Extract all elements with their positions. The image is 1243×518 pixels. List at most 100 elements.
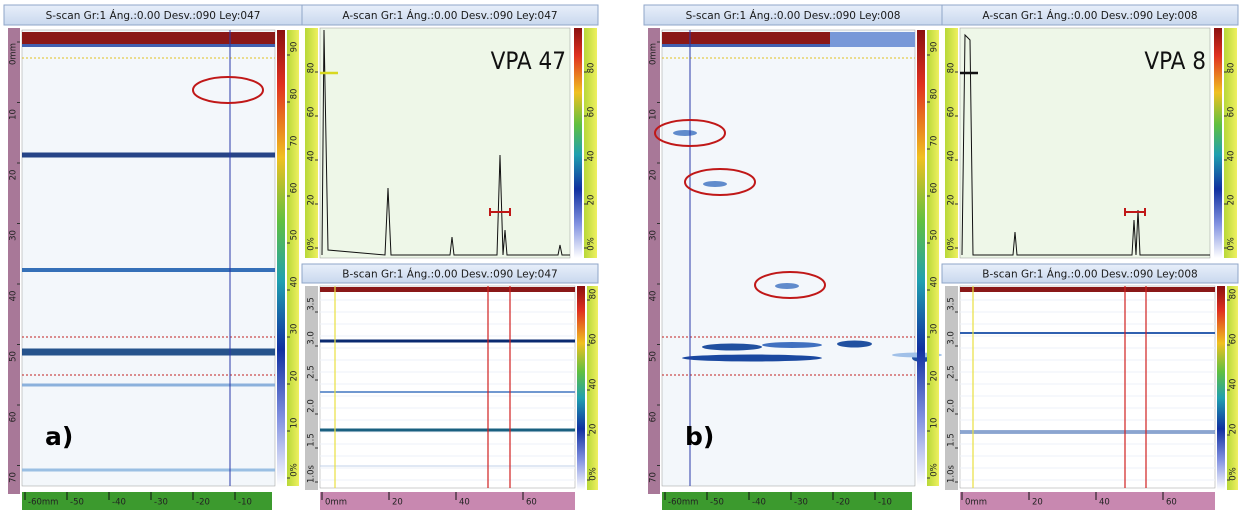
scale-tick-label: 80 xyxy=(930,89,940,100)
scale-tick-label: 90 xyxy=(930,42,940,53)
index-tick-label: -40 xyxy=(112,498,126,508)
scale-tick-label: 60 xyxy=(290,183,300,194)
panel-title: A-scan Gr:1 Áng.:0.00 Desv.:090 Ley:008 xyxy=(982,9,1197,22)
index-tick-label: -50 xyxy=(70,498,84,508)
depth-tick-label: 20 xyxy=(9,170,19,181)
time-tick-label: 1.5 xyxy=(307,433,317,447)
time-tick-label: 3.0 xyxy=(947,331,957,345)
echo-band xyxy=(22,268,275,272)
scale-tick-label: 50 xyxy=(290,230,300,241)
scale-tick-label: 40 xyxy=(589,379,599,390)
depth-ruler xyxy=(648,28,660,494)
time-tick-label: 1.0s xyxy=(307,464,317,483)
figure-label: b) xyxy=(685,422,714,451)
panel-title: S-scan Gr:1 Áng.:0.00 Desv.:090 Ley:047 xyxy=(46,9,261,22)
amplitude-tick-label: 0% xyxy=(307,237,317,251)
scale-tick-label: 10 xyxy=(930,418,940,429)
time-ruler xyxy=(305,286,318,490)
echo-blob xyxy=(762,342,822,348)
echo-blob xyxy=(682,355,822,362)
scale-tick-label: 0% xyxy=(1229,467,1239,481)
echo-line xyxy=(960,332,1215,334)
panel-title: B-scan Gr:1 Áng.:0.00 Desv.:090 Ley:047 xyxy=(342,268,557,281)
index-tick-label: -20 xyxy=(196,498,210,508)
echo-line xyxy=(320,340,575,343)
depth-tick-label: 50 xyxy=(9,351,19,362)
scale-tick-label: 80 xyxy=(290,89,300,100)
scale-tick-label: 0% xyxy=(290,463,300,477)
echo-band xyxy=(22,153,275,158)
index-tick-label: 0mm xyxy=(965,498,987,508)
index-tick-label: 20 xyxy=(1032,498,1043,508)
time-ruler xyxy=(945,286,958,490)
index-tick-label: -10 xyxy=(238,498,252,508)
index-tick-label: -30 xyxy=(154,498,168,508)
scale-tick-label: 80 xyxy=(587,63,597,74)
top-echo-band xyxy=(22,32,275,44)
scale-tick-label: 40 xyxy=(587,151,597,162)
depth-tick-label: 30 xyxy=(649,230,659,241)
sscan-image xyxy=(662,30,915,486)
echo-line xyxy=(320,429,575,432)
screenshot: S-scan Gr:1 Áng.:0.00 Desv.:090 Ley:047 0… xyxy=(0,0,1243,514)
amplitude-tick-label: 40 xyxy=(307,151,317,162)
index-tick-label: -30 xyxy=(794,498,808,508)
scale-tick-label: 0% xyxy=(930,463,940,477)
scale-ruler xyxy=(1224,28,1237,258)
sscan-colorbar xyxy=(277,30,285,486)
index-tick-label: 20 xyxy=(392,498,403,508)
bscan-colorbar xyxy=(577,286,585,490)
scale-tick-label: 20 xyxy=(1227,195,1237,206)
index-tick-label: -50 xyxy=(710,498,724,508)
amplitude-tick-label: 20 xyxy=(947,195,957,206)
amplitude-tick-label: 60 xyxy=(947,107,957,118)
index-tick-label: -10 xyxy=(878,498,892,508)
time-tick-label: 2.5 xyxy=(947,365,957,379)
panel-title: B-scan Gr:1 Áng.:0.00 Desv.:090 Ley:008 xyxy=(982,268,1197,281)
echo-band xyxy=(22,349,275,356)
panel-title: S-scan Gr:1 Áng.:0.00 Desv.:090 Ley:008 xyxy=(686,9,901,22)
ascan-colorbar xyxy=(1214,28,1222,258)
top-echo-band xyxy=(960,287,1215,292)
echo-line xyxy=(320,391,575,393)
depth-tick-label: 40 xyxy=(649,291,659,302)
scale-tick-label: 20 xyxy=(930,371,940,382)
amplitude-tick-label: 80 xyxy=(307,63,317,74)
scale-tick-label: 10 xyxy=(290,418,300,429)
index-tick-label: -40 xyxy=(752,498,766,508)
scale-tick-label: 70 xyxy=(930,136,940,147)
scale-tick-label: 60 xyxy=(930,183,940,194)
time-tick-label: 1.0s xyxy=(947,464,957,483)
amplitude-tick-label: 60 xyxy=(307,107,317,118)
scale-tick-label: 40 xyxy=(1227,151,1237,162)
scale-tick-label: 0% xyxy=(1227,237,1237,251)
scale-tick-label: 80 xyxy=(1227,63,1237,74)
index-tick-label: 0mm xyxy=(325,498,347,508)
scale-tick-label: 20 xyxy=(587,195,597,206)
panel-title: A-scan Gr:1 Áng.:0.00 Desv.:090 Ley:047 xyxy=(342,9,557,22)
figure-label: a) xyxy=(45,422,73,451)
scale-tick-label: 60 xyxy=(589,334,599,345)
ascan-colorbar xyxy=(574,28,582,258)
time-tick-label: 3.5 xyxy=(947,297,957,311)
scale-tick-label: 60 xyxy=(1227,107,1237,118)
amplitude-ruler xyxy=(305,28,318,258)
depth-tick-label: 0mm xyxy=(649,43,659,65)
ascan-annotation: VPA 47 xyxy=(491,47,566,75)
scale-tick-label: 50 xyxy=(930,230,940,241)
scale-tick-label: 60 xyxy=(587,107,597,118)
bscan-image xyxy=(320,286,575,488)
depth-tick-label: 70 xyxy=(9,472,19,483)
time-tick-label: 3.5 xyxy=(307,297,317,311)
echo-band xyxy=(22,469,275,472)
index-tick-label: 40 xyxy=(1099,498,1110,508)
scale-tick-label: 60 xyxy=(1229,334,1239,345)
scale-tick-label: 40 xyxy=(1229,379,1239,390)
amplitude-tick-label: 20 xyxy=(307,195,317,206)
scale-tick-label: 0% xyxy=(587,237,597,251)
time-tick-label: 1.5 xyxy=(947,433,957,447)
depth-ruler xyxy=(8,28,20,494)
depth-tick-label: 30 xyxy=(9,230,19,241)
index-tick-label: 40 xyxy=(459,498,470,508)
depth-tick-label: 50 xyxy=(649,351,659,362)
